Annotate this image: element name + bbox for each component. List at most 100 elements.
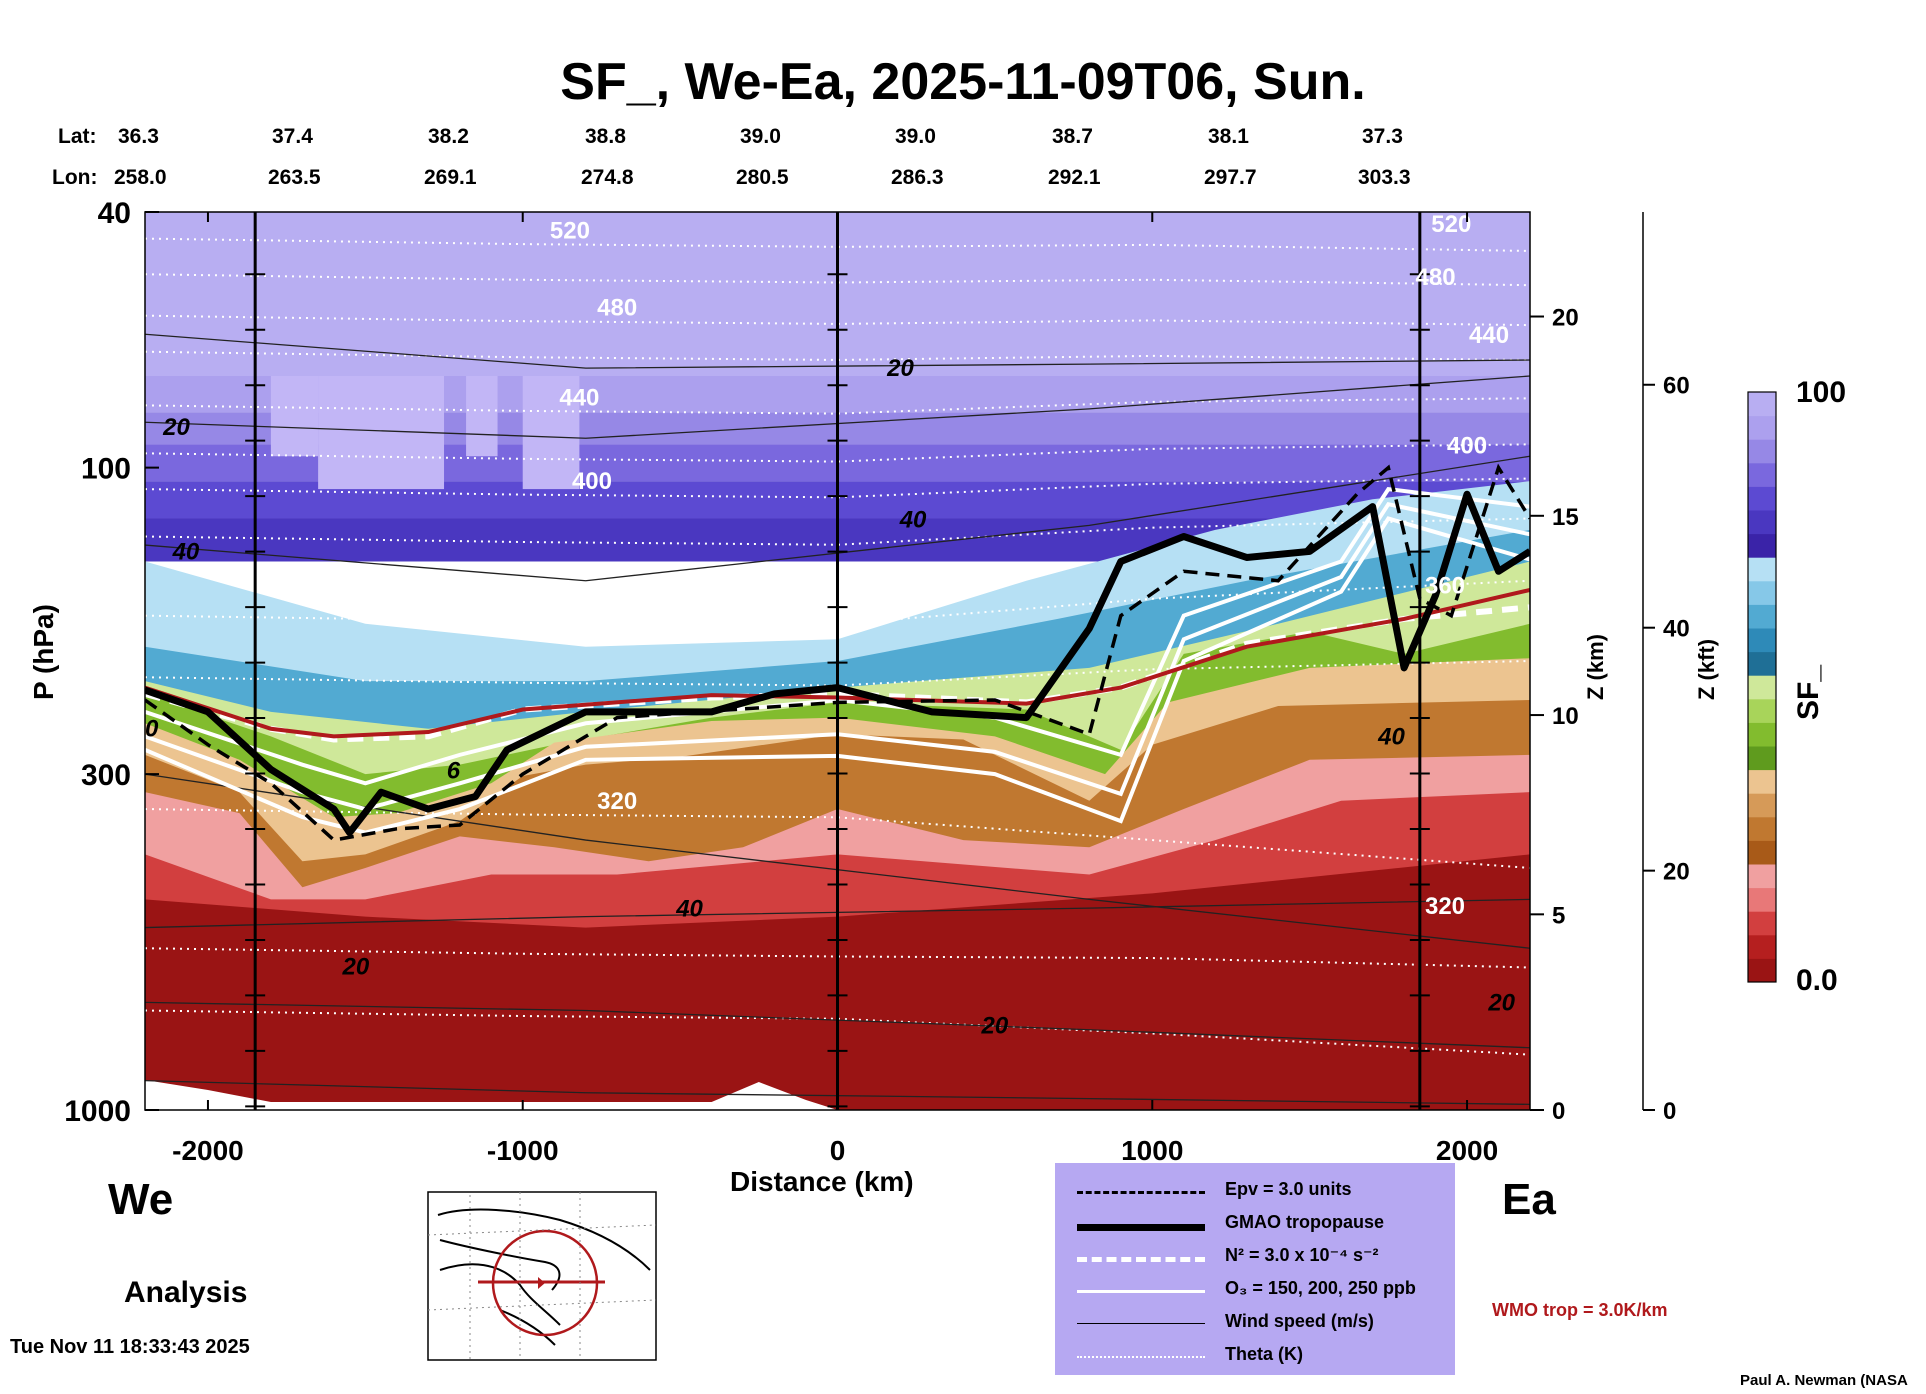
wind-label: 40 bbox=[131, 715, 159, 742]
legend-item: Theta (K) bbox=[1055, 1342, 1455, 1372]
lon-value: 303.3 bbox=[1358, 166, 1411, 189]
terrain bbox=[145, 1080, 838, 1110]
x-tick-label: 1000 bbox=[1121, 1135, 1183, 1166]
wind-label: 20 bbox=[1487, 989, 1515, 1016]
zkm-tick-label: 5 bbox=[1552, 902, 1565, 929]
x-axis-title: Distance (km) bbox=[730, 1166, 914, 1197]
colorbar-swatch bbox=[1748, 580, 1776, 605]
sf-patch bbox=[270, 375, 319, 457]
colorbar-swatch bbox=[1748, 486, 1776, 511]
x-tick-label: -1000 bbox=[487, 1135, 559, 1166]
colorbar-min-label: 0.0 bbox=[1796, 964, 1838, 997]
y-tick-label: 1000 bbox=[64, 1095, 131, 1128]
west-label: We bbox=[108, 1175, 174, 1224]
colorbar-swatch bbox=[1748, 864, 1776, 889]
coastline bbox=[439, 1239, 561, 1346]
y-axis-title: P (hPa) bbox=[28, 604, 59, 700]
theta-label: 440 bbox=[1469, 322, 1509, 349]
lat-value: 38.8 bbox=[585, 125, 626, 148]
east-label: Ea bbox=[1502, 1175, 1556, 1224]
colorbar-swatch bbox=[1748, 557, 1776, 582]
wind-label: 20 bbox=[162, 414, 190, 441]
legend-label: N² = 3.0 x 10⁻⁴ s⁻² bbox=[1225, 1245, 1379, 1265]
wind-label: 40 bbox=[1377, 724, 1405, 751]
colorbar-max-label: 100 bbox=[1796, 376, 1847, 409]
colorbar-swatch bbox=[1748, 793, 1776, 818]
colorbar-swatch bbox=[1748, 533, 1776, 558]
ozone-contour bbox=[145, 501, 1530, 812]
lat-value: 37.4 bbox=[272, 125, 313, 148]
theta-line bbox=[145, 579, 1530, 625]
lon-value: 263.5 bbox=[268, 166, 321, 189]
x-tick-label: 0 bbox=[830, 1135, 846, 1166]
x-tick-label: -2000 bbox=[172, 1135, 244, 1166]
colorbar-swatch bbox=[1748, 958, 1776, 983]
theta-label: 320 bbox=[1425, 893, 1465, 920]
lon-label: Lon: bbox=[52, 166, 98, 189]
legend-label: Theta (K) bbox=[1225, 1344, 1303, 1364]
zkm-tick-label: 15 bbox=[1552, 504, 1579, 531]
lat-value: 39.0 bbox=[740, 125, 781, 148]
y-tick-label: 300 bbox=[81, 759, 131, 792]
y-tick-label: 100 bbox=[81, 453, 131, 486]
theta-label: 320 bbox=[597, 788, 637, 815]
theta-label: 400 bbox=[1447, 432, 1487, 459]
colorbar-swatch bbox=[1748, 722, 1776, 747]
zkft-tick-label: 0 bbox=[1663, 1098, 1676, 1125]
theta-label: 440 bbox=[559, 384, 599, 411]
locator-map bbox=[427, 1191, 657, 1361]
zkm-tick-label: 20 bbox=[1552, 305, 1579, 332]
colorbar-swatch bbox=[1748, 934, 1776, 959]
colorbar-frame bbox=[1747, 391, 1777, 983]
lat-value: 37.3 bbox=[1362, 125, 1403, 148]
colorbar-swatch bbox=[1748, 816, 1776, 841]
zkft-tick-label: 20 bbox=[1663, 859, 1690, 886]
legend: Epv = 3.0 units GMAO tropopause N² = 3.0 x… bbox=[1055, 1163, 1455, 1375]
wind-label: 20 bbox=[886, 355, 914, 382]
lat-value: 39.0 bbox=[895, 125, 936, 148]
colorbar-swatch bbox=[1748, 651, 1776, 676]
theta-label: 480 bbox=[597, 295, 637, 322]
coastline bbox=[437, 1208, 651, 1326]
theta-label: 360 bbox=[1425, 572, 1465, 599]
colorbar-swatch bbox=[1748, 911, 1776, 936]
lon-value: 258.0 bbox=[114, 166, 167, 189]
wind-label: 40 bbox=[675, 896, 703, 923]
zkm-tick-label: 0 bbox=[1552, 1098, 1565, 1125]
wind-label: 6 bbox=[447, 758, 461, 785]
wind-label: 20 bbox=[981, 1012, 1009, 1039]
legend-label: GMAO tropopause bbox=[1225, 1212, 1385, 1232]
zkft-tick-label: 40 bbox=[1663, 616, 1690, 643]
colorbar-swatch bbox=[1748, 840, 1776, 865]
colorbar-swatch bbox=[1748, 415, 1776, 440]
wind-label: 40 bbox=[172, 538, 200, 565]
z-km-title: Z (km) bbox=[1583, 634, 1608, 700]
legend-item: O₃ = 150, 200, 250 ppb bbox=[1055, 1276, 1455, 1306]
lon-value: 286.3 bbox=[891, 166, 944, 189]
wind-label: 20 bbox=[342, 953, 370, 980]
chart-title: SF_, We-Ea, 2025-11-09T06, Sun. bbox=[560, 53, 1366, 111]
legend-item: N² = 3.0 x 10⁻⁴ s⁻² bbox=[1055, 1243, 1455, 1273]
lat-label: Lat: bbox=[58, 125, 97, 148]
legend-label: Wind speed (m/s) bbox=[1225, 1311, 1374, 1331]
theta-label: 520 bbox=[550, 218, 590, 245]
legend-label: Epv = 3.0 units bbox=[1225, 1179, 1352, 1199]
lat-value: 38.1 bbox=[1208, 125, 1249, 148]
wind-label: 40 bbox=[899, 507, 927, 534]
colorbar-swatch bbox=[1748, 698, 1776, 723]
theta-line bbox=[145, 808, 1530, 869]
graticule bbox=[427, 1299, 657, 1311]
theta-label: 520 bbox=[1431, 211, 1471, 238]
colorbar-swatch bbox=[1748, 746, 1776, 771]
legend-item: Epv = 3.0 units bbox=[1055, 1177, 1455, 1207]
center-marker bbox=[538, 1277, 545, 1289]
legend-swatch bbox=[1077, 1257, 1205, 1262]
z-kft-title: Z (kft) bbox=[1694, 638, 1719, 700]
zkm-tick-label: 10 bbox=[1552, 703, 1579, 730]
legend-label: O₃ = 150, 200, 250 ppb bbox=[1225, 1278, 1416, 1298]
lat-value: 36.3 bbox=[118, 125, 159, 148]
theta-label: 360 bbox=[603, 595, 643, 622]
colorbar-swatch bbox=[1748, 510, 1776, 535]
colorbar-swatch bbox=[1748, 462, 1776, 487]
graticule bbox=[427, 1224, 657, 1236]
